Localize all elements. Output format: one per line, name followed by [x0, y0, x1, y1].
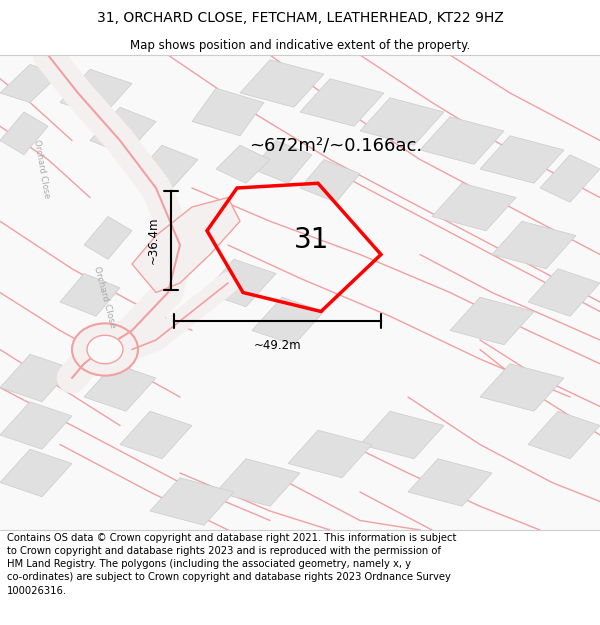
- Polygon shape: [0, 449, 72, 497]
- Polygon shape: [252, 141, 312, 183]
- Polygon shape: [0, 354, 72, 402]
- Polygon shape: [480, 136, 564, 183]
- Polygon shape: [408, 459, 492, 506]
- Polygon shape: [252, 298, 324, 345]
- Polygon shape: [120, 411, 192, 459]
- Polygon shape: [528, 269, 600, 316]
- Polygon shape: [84, 364, 156, 411]
- Text: Map shows position and indicative extent of the property.: Map shows position and indicative extent…: [130, 39, 470, 51]
- Polygon shape: [0, 55, 600, 530]
- Polygon shape: [84, 216, 132, 259]
- Polygon shape: [300, 159, 360, 202]
- Polygon shape: [432, 183, 516, 231]
- Polygon shape: [60, 69, 132, 117]
- Polygon shape: [360, 98, 444, 145]
- Polygon shape: [528, 411, 600, 459]
- Text: Orchard Close: Orchard Close: [32, 139, 52, 199]
- Polygon shape: [288, 430, 372, 478]
- Polygon shape: [204, 259, 276, 307]
- Text: 31: 31: [295, 226, 329, 254]
- Polygon shape: [300, 79, 384, 126]
- Polygon shape: [216, 459, 300, 506]
- Text: 31, ORCHARD CLOSE, FETCHAM, LEATHERHEAD, KT22 9HZ: 31, ORCHARD CLOSE, FETCHAM, LEATHERHEAD,…: [97, 11, 503, 25]
- Polygon shape: [60, 274, 120, 316]
- Polygon shape: [150, 478, 234, 525]
- Text: Contains OS data © Crown copyright and database right 2021. This information is : Contains OS data © Crown copyright and d…: [7, 533, 457, 596]
- Text: ~49.2m: ~49.2m: [254, 339, 301, 352]
- Polygon shape: [360, 411, 444, 459]
- Text: ~672m²/~0.166ac.: ~672m²/~0.166ac.: [250, 136, 422, 154]
- Polygon shape: [132, 145, 198, 192]
- Polygon shape: [0, 64, 60, 102]
- Polygon shape: [90, 107, 156, 155]
- Circle shape: [87, 335, 123, 364]
- Polygon shape: [240, 60, 324, 108]
- Polygon shape: [132, 198, 240, 292]
- Polygon shape: [420, 117, 504, 164]
- Circle shape: [72, 323, 138, 376]
- Polygon shape: [492, 221, 576, 269]
- Polygon shape: [540, 155, 600, 202]
- Polygon shape: [0, 402, 72, 449]
- Polygon shape: [192, 88, 264, 136]
- Text: Orchard Close: Orchard Close: [92, 266, 118, 329]
- Polygon shape: [216, 145, 270, 183]
- Polygon shape: [480, 364, 564, 411]
- Text: ~36.4m: ~36.4m: [147, 216, 160, 264]
- Polygon shape: [450, 298, 534, 345]
- Polygon shape: [0, 112, 48, 155]
